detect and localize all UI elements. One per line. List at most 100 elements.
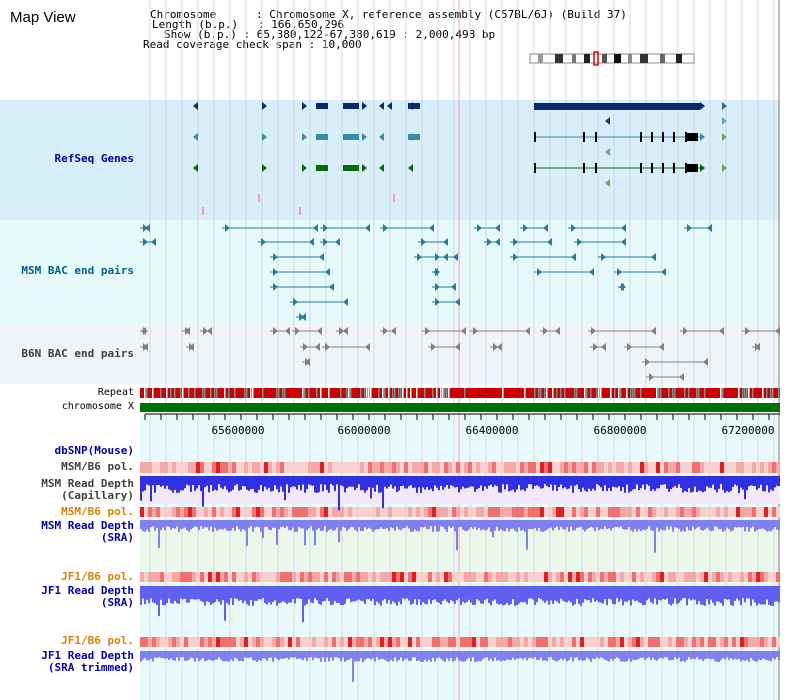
msm-sra-depth: [694, 520, 696, 530]
jf1-trim-depth: [700, 651, 702, 660]
show-key: Show (b.p.): [164, 28, 237, 41]
msm-pol-cell: [292, 462, 296, 473]
jf1-pol-cell: [676, 572, 680, 582]
jf1-trim-depth: [402, 651, 404, 662]
jf1-sra-depth: [714, 586, 716, 606]
msm-sra-depth: [418, 520, 420, 532]
msm-pol-cell: [276, 507, 280, 517]
jf1-trim-depth: [388, 651, 390, 662]
jf1-pol-cell: [536, 637, 540, 647]
jf1-trim-depth: [552, 651, 554, 660]
msm-pol-cell: [608, 507, 612, 517]
bac-end: [523, 224, 528, 232]
msm-depth-sra-label[interactable]: MSM Read Depth (SRA): [41, 519, 134, 544]
msm-sra-depth: [434, 520, 436, 527]
jf1-pol-cell: [248, 572, 252, 582]
msm-sra-depth: [452, 520, 454, 527]
jf1-pol-cell: [200, 572, 204, 582]
msm-cap-depth: [594, 476, 596, 491]
jf1-trim-depth: [698, 651, 700, 660]
jf1-trim-depth: [286, 651, 288, 659]
msm-pol-cell: [660, 507, 664, 517]
jf1-sra-depth: [160, 586, 162, 600]
msm-depth-capillary-label[interactable]: MSM Read Depth (Capillary): [41, 477, 134, 502]
bac-end: [319, 253, 324, 261]
jf1-trim-depth: [758, 651, 760, 660]
msm-cap-depth: [408, 476, 410, 487]
jf1-pol-cell: [604, 572, 608, 582]
repeat-gap: [402, 388, 404, 398]
jf1-sra-depth: [534, 586, 536, 605]
jf1-sra-depth: [250, 586, 252, 600]
msm-pol-cell: [608, 462, 612, 473]
msm-sra-depth: [568, 520, 570, 532]
jf1-trim-depth: [468, 651, 470, 658]
msm-cap-depth: [596, 476, 598, 485]
jf1-sra-depth: [490, 586, 492, 606]
msm-sra-depth: [324, 520, 326, 527]
jf1-trim-depth: [282, 651, 284, 659]
msm-sra-depth: [650, 520, 652, 531]
jf1-sra-depth: [350, 586, 352, 603]
gene-arrow: [362, 164, 367, 172]
msm-cap-depth: [622, 476, 624, 488]
msm-pol-track-label-2[interactable]: MSM/B6 pol.: [61, 505, 134, 518]
msm-sra-depth: [536, 520, 538, 531]
msm-cap-depth: [340, 476, 342, 486]
jf1-pol-cell: [756, 572, 760, 582]
msm-sra-depth: [462, 520, 464, 530]
jf1-pol-track-label-2[interactable]: JF1/B6 pol.: [61, 634, 134, 647]
exon: [662, 163, 664, 173]
msm-sra-depth: [334, 520, 336, 531]
jf1-sra-depth: [766, 586, 768, 600]
msm-sra-depth: [474, 520, 476, 527]
msm-sra-depth: [696, 520, 698, 528]
gene-arrow: [302, 133, 307, 141]
msm-pol-cell: [236, 507, 240, 517]
jf1-pol-cell: [184, 572, 188, 582]
msm-pol-cell: [424, 507, 428, 517]
repeat-gap: [400, 388, 402, 398]
jf1-trim-depth: [230, 651, 232, 660]
msm-sra-depth: [438, 520, 440, 532]
jf1-trim-depth: [760, 651, 762, 661]
b6n-end: [591, 327, 596, 335]
jf1-pol-track-label-1[interactable]: JF1/B6 pol.: [61, 570, 134, 583]
msm-cap-depth: [362, 476, 364, 491]
msm-cap-depth: [706, 476, 708, 487]
msm-pol-cell: [336, 507, 340, 517]
msm-pol-cell: [152, 507, 156, 517]
msm-cap-depth: [764, 476, 766, 492]
msm-sra-depth: [222, 520, 224, 530]
b6n-bac-track-label[interactable]: B6N BAC end pairs: [21, 347, 134, 360]
msm-bac-track-label[interactable]: MSM BAC end pairs: [21, 264, 134, 277]
jf1-depth-sra-label[interactable]: JF1 Read Depth (SRA): [41, 584, 134, 609]
msm-cap-depth: [204, 476, 206, 488]
jf1-trim-depth: [432, 651, 434, 658]
msm-sra-depth: [414, 520, 416, 530]
jf1-pol-cell: [448, 572, 452, 582]
gene-block-large: [534, 103, 700, 110]
msm-pol-cell: [348, 507, 352, 517]
jf1-sra-depth: [186, 586, 188, 603]
jf1-pol-cell: [636, 637, 640, 647]
jf1-sra-depth: [620, 586, 622, 600]
exon: [673, 163, 675, 173]
msm-pol-cell: [556, 507, 560, 517]
msm-sra-depth: [400, 520, 402, 531]
refseq-track-label[interactable]: RefSeq Genes: [54, 152, 134, 165]
msm-pol-cell: [588, 507, 592, 517]
jf1-sra-depth: [718, 586, 720, 602]
msm-cap-depth: [258, 476, 260, 490]
msm-sra-depth: [754, 520, 756, 532]
jf1-sra-depth: [318, 586, 320, 604]
msm-pol-track-label-1[interactable]: MSM/B6 pol.: [61, 460, 134, 473]
jf1-trim-depth: [528, 651, 530, 659]
jf1-depth-trimmed-label[interactable]: JF1 Read Depth (SRA trimmed): [41, 649, 134, 674]
jf1-pol-cell: [692, 572, 696, 582]
msm-sra-depth: [526, 520, 528, 550]
dbsnp-track-label[interactable]: dbSNP(Mouse): [54, 444, 134, 457]
jf1-sra-depth: [666, 586, 668, 599]
jf1-pol-cell: [284, 637, 288, 647]
